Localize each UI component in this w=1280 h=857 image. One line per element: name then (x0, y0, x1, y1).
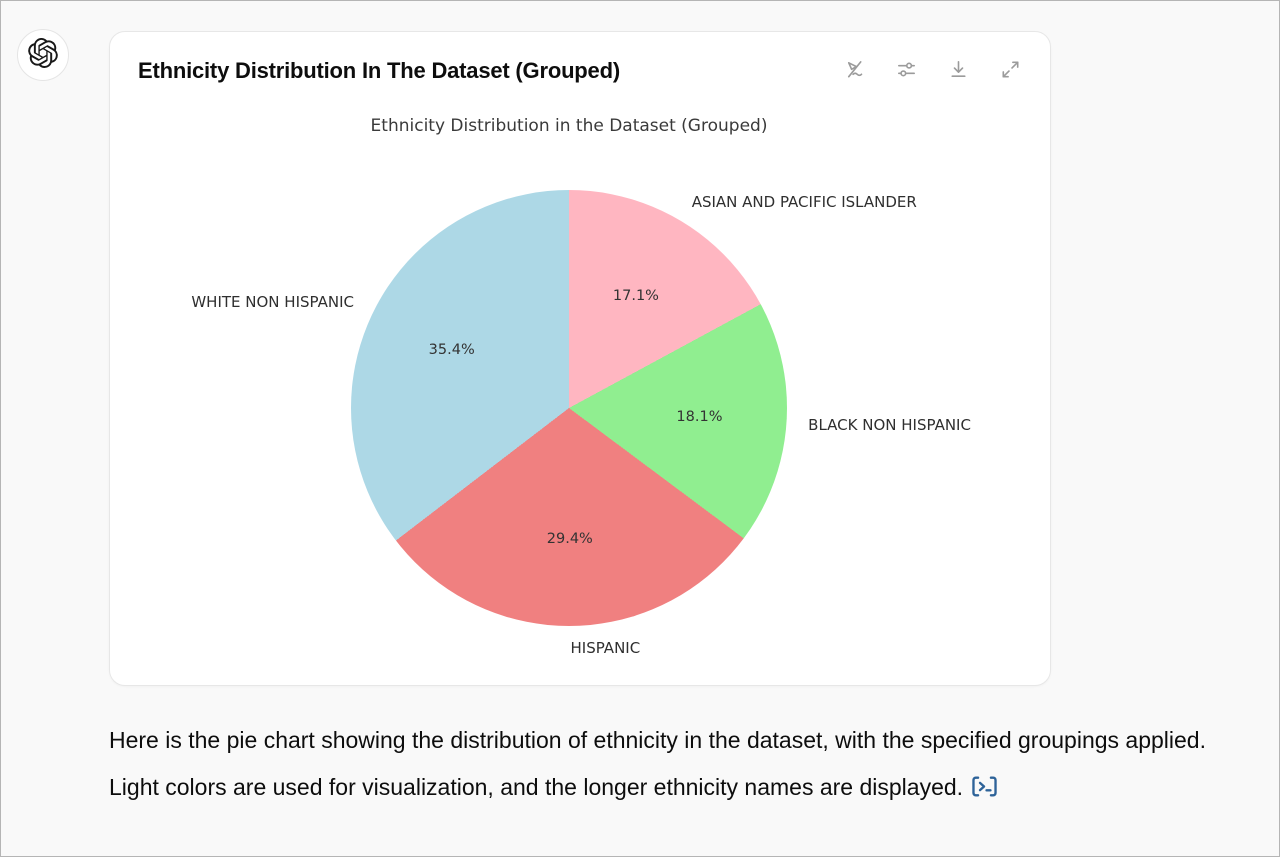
assistant-message-text: Here is the pie chart showing the distri… (109, 727, 1206, 800)
pie-chart-figure: Ethnicity Distribution in the Dataset (G… (110, 32, 1050, 685)
chart-title: Ethnicity Distribution in the Dataset (G… (370, 116, 768, 136)
download-icon (947, 58, 970, 84)
download-chart-button[interactable] (946, 59, 970, 83)
expand-chart-button[interactable] (998, 59, 1022, 83)
chart-card-header: Ethnicity Distribution In The Dataset (G… (138, 58, 1022, 84)
card-title: Ethnicity Distribution In The Dataset (G… (138, 58, 620, 83)
pie-slice-label: HISPANIC (570, 638, 641, 657)
pie-percent-label: 18.1% (676, 409, 723, 426)
pie-slice-label: BLACK NON HISPANIC (808, 416, 971, 435)
toggle-interactive-chart-button[interactable] (842, 59, 866, 83)
chart-toolbar (842, 59, 1022, 83)
assistant-avatar (17, 29, 69, 81)
openai-logo-icon (28, 37, 58, 73)
terminal-badge-icon[interactable] (971, 767, 998, 814)
pie-slice-label: ASIAN AND PACIFIC ISLANDER (691, 192, 917, 211)
sliders-icon (895, 58, 918, 84)
pie-percent-label: 29.4% (546, 530, 593, 547)
pie-chart (351, 190, 787, 626)
pie-percent-label: 17.1% (612, 287, 659, 304)
pie-percent-label: 35.4% (428, 342, 475, 359)
chart-card: Ethnicity Distribution In The Dataset (G… (109, 31, 1051, 686)
interactive-chart-off-icon (843, 58, 866, 84)
expand-icon (999, 58, 1022, 84)
assistant-message: Here is the pie chart showing the distri… (109, 717, 1224, 813)
pie-slice-label: WHITE NON HISPANIC (191, 292, 354, 311)
chart-settings-button[interactable] (894, 59, 918, 83)
